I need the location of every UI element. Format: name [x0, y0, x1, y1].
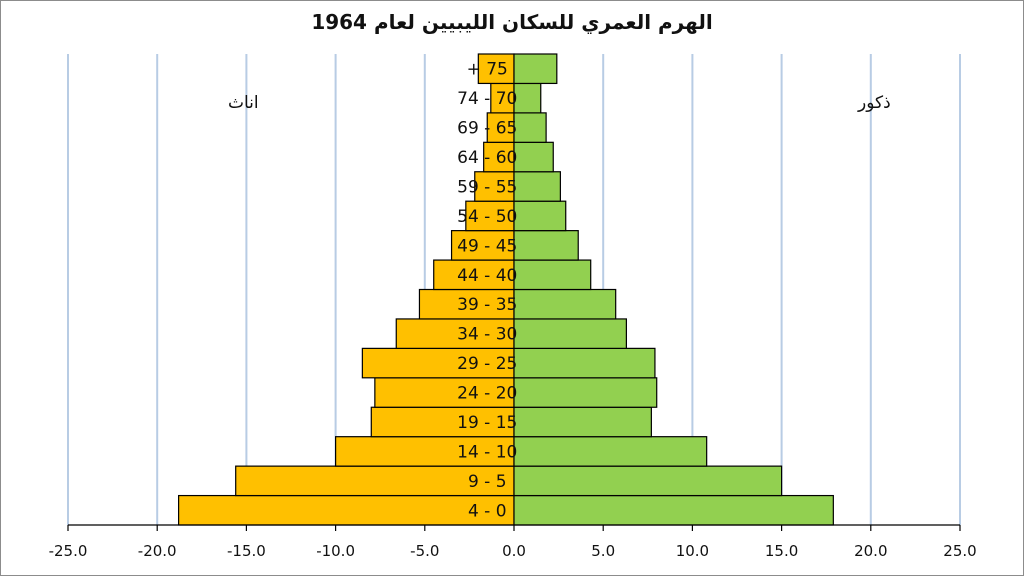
- female-bar-7: [418, 288, 515, 320]
- female-bar-3: [370, 406, 515, 438]
- x-tick-label: 25.0: [943, 542, 976, 560]
- male-label: ذكور: [857, 93, 891, 113]
- age-group-label: 34 - 30: [457, 325, 517, 345]
- female-bar-11: [474, 171, 515, 202]
- male-bar-6: [513, 318, 627, 349]
- male-bar-14: [513, 82, 542, 114]
- x-tick-label: -15.0: [227, 542, 266, 560]
- male-bar-9: [513, 230, 579, 261]
- female-bar-15: [477, 53, 515, 85]
- x-axis: -25.0 -20.0 -15.0 -10.0 -5.0 0.0 5.0 10.0 15.0 20…: [49, 524, 977, 560]
- age-group-label: 44 - 40: [457, 266, 517, 286]
- male-bar-13: [513, 112, 547, 143]
- bars: [178, 53, 834, 526]
- x-tick-label: -10.0: [316, 542, 355, 560]
- x-tick-label: 10.0: [676, 542, 709, 560]
- age-group-label: 19 - 15: [457, 413, 517, 433]
- male-bar-8: [513, 259, 592, 291]
- age-group-labels: 4 - 0 9 - 5 14 - 10 19 - 15 24 - 20 29 - 25 34…: [457, 60, 517, 522]
- age-group-label: 74 - 70: [457, 89, 517, 109]
- male-bar-2: [513, 436, 708, 467]
- age-group-label: 69 - 65: [457, 119, 517, 139]
- male-bar-10: [513, 200, 567, 232]
- male-bar-12: [513, 141, 554, 173]
- age-group-label: 49 - 45: [457, 236, 517, 256]
- male-bar-0: [513, 494, 834, 526]
- male-bar-1: [513, 465, 783, 497]
- age-group-label: 59 - 55: [457, 177, 517, 197]
- female-bar-0: [178, 494, 515, 526]
- x-tick-label: -25.0: [49, 542, 88, 560]
- female-bar-12: [483, 141, 515, 173]
- x-tick-label: 15.0: [765, 542, 798, 560]
- age-group-label: 39 - 35: [457, 295, 517, 315]
- male-bar-11: [513, 171, 561, 202]
- male-bar-7: [513, 288, 617, 320]
- x-tick-label: 5.0: [591, 542, 615, 560]
- age-group-label: 29 - 25: [457, 354, 517, 374]
- female-bar-9: [450, 230, 515, 261]
- x-tick-label: -20.0: [138, 542, 177, 560]
- age-group-label: + 75: [467, 60, 508, 80]
- age-group-label: 64 - 60: [457, 148, 517, 168]
- age-group-label: 54 - 50: [457, 207, 517, 227]
- male-bar-15: [513, 53, 558, 85]
- age-group-label: 24 - 20: [457, 384, 517, 404]
- x-tick-label: 20.0: [854, 542, 887, 560]
- female-bar-2: [335, 436, 515, 467]
- age-group-label: 9 - 5: [468, 472, 507, 492]
- female-bar-4: [374, 377, 515, 408]
- male-bar-4: [513, 377, 658, 408]
- female-bar-1: [235, 465, 515, 497]
- female-label: اناث: [228, 93, 259, 113]
- chart-title: الهرم العمري للسكان الليبيين لعام 1964: [311, 10, 712, 35]
- age-group-label: 4 - 0: [468, 501, 507, 521]
- male-bar-5: [513, 347, 656, 379]
- age-group-label: 14 - 10: [457, 442, 517, 462]
- x-tick-label: 0.0: [502, 542, 526, 560]
- x-tick-label: -5.0: [410, 542, 439, 560]
- male-bar-3: [513, 406, 652, 438]
